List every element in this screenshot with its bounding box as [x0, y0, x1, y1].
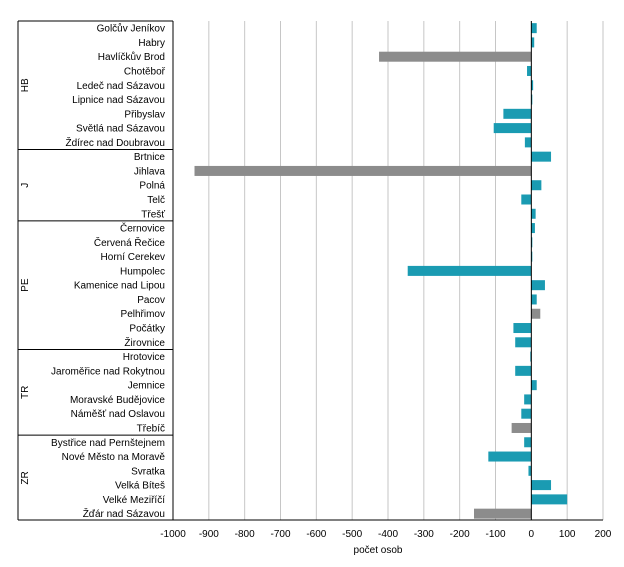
bar: [511, 422, 532, 433]
bar: [513, 323, 532, 334]
bar: [515, 337, 532, 348]
bar: [493, 123, 532, 134]
x-tick-label: -200: [450, 529, 470, 540]
x-tick-label: -600: [306, 529, 326, 540]
category-label: Ledeč nad Sázavou: [77, 81, 165, 92]
category-label: Velké Meziříčí: [103, 495, 165, 506]
bar: [531, 494, 568, 505]
category-label: Žirovnice: [124, 336, 165, 349]
bar: [524, 137, 532, 148]
category-label: Lipnice nad Sázavou: [72, 95, 165, 106]
category-label: Bystřice nad Pernštejnem: [51, 438, 165, 449]
x-tick-label: -500: [342, 529, 362, 540]
category-label: Třešť: [141, 209, 165, 220]
category-label: Humpolec: [120, 266, 165, 277]
bar: [379, 51, 532, 62]
category-label: Velká Bíteš: [115, 481, 165, 492]
category-label: Jaroměřice nad Rokytnou: [51, 366, 165, 377]
bar: [531, 151, 552, 162]
category-label: Nové Město na Moravě: [62, 452, 166, 463]
x-tick-label: 200: [595, 529, 612, 540]
x-axis-title: počet osob: [354, 545, 403, 556]
category-label: Světlá nad Sázavou: [76, 124, 165, 135]
x-tick-label: -800: [235, 529, 255, 540]
bar: [531, 480, 552, 491]
group-label: J: [20, 183, 31, 188]
bar: [524, 394, 532, 405]
category-label: Hrotovice: [123, 352, 166, 363]
bar: [521, 194, 532, 205]
category-label: Ždírec nad Doubravou: [65, 136, 165, 149]
x-tick-label: 0: [529, 529, 535, 540]
category-label: Havlíčkův Brod: [98, 51, 165, 63]
category-label: Pacov: [137, 295, 165, 306]
category-label: Svratka: [131, 466, 165, 477]
category-label: Habry: [138, 38, 165, 49]
bar: [194, 165, 532, 176]
bar: [515, 365, 532, 376]
category-labels: Golčův Jeníkov Habry Havlíčkův Brod Chotěbo…: [51, 23, 166, 521]
group-labels: HB J PE TR ZR: [17, 20, 173, 521]
bar: [524, 437, 532, 448]
bar: [531, 208, 536, 219]
bar: [531, 37, 535, 48]
category-label: Golčův Jeníkov: [97, 23, 165, 35]
x-tick-label: -900: [199, 529, 219, 540]
category-label: Jemnice: [128, 381, 166, 392]
bars: [194, 23, 568, 519]
category-label: Počátky: [129, 324, 165, 335]
category-label: Horní Cerekev: [101, 252, 165, 263]
category-label: Kamenice nad Lipou: [74, 281, 165, 292]
category-label: Chotěboř: [124, 66, 166, 77]
bar: [488, 451, 532, 462]
bar: [531, 80, 534, 91]
x-tick-label: -700: [270, 529, 290, 540]
category-label: Polná: [139, 181, 165, 192]
group-label: ZR: [20, 471, 31, 484]
x-tick-label: -100: [485, 529, 505, 540]
bar: [530, 351, 532, 362]
x-tick-label: -400: [378, 529, 398, 540]
bar: [528, 465, 532, 476]
category-label: Černovice: [120, 222, 165, 235]
category-label: Náměšť nad Oslavou: [71, 409, 165, 420]
category-label: Moravské Budějovice: [70, 395, 165, 406]
bar: [531, 280, 545, 291]
bar: [407, 265, 532, 276]
group-label: PE: [20, 278, 31, 292]
x-tick-labels: -1000 -900 -800 -700 -600 -500 -400 -300 -200 -10…: [160, 529, 612, 540]
bar: [531, 294, 537, 305]
x-tick-label: -1000: [160, 529, 186, 540]
category-label: Žďár nad Sázavou: [83, 507, 165, 520]
bar: [521, 408, 532, 419]
category-label: Telč: [147, 195, 165, 206]
group-label: HB: [20, 78, 31, 92]
x-tick-label: -300: [414, 529, 434, 540]
bar: [474, 508, 532, 519]
bar: [527, 65, 532, 76]
category-label: Třebíč: [137, 423, 165, 434]
grid-lines: [172, 21, 604, 521]
category-label: Jihlava: [134, 166, 166, 177]
bar: [503, 108, 532, 119]
group-label: TR: [20, 386, 31, 399]
category-label: Pelhřimov: [121, 309, 165, 320]
category-label: Červená Řečice: [94, 236, 166, 249]
x-tick-label: 100: [559, 529, 576, 540]
bar: [531, 308, 541, 319]
bar: [531, 23, 537, 34]
bar: [531, 380, 537, 391]
bar: [531, 180, 542, 191]
category-label: Brtnice: [134, 152, 166, 163]
bar: [531, 223, 535, 234]
category-label: Přibyslav: [124, 109, 165, 120]
